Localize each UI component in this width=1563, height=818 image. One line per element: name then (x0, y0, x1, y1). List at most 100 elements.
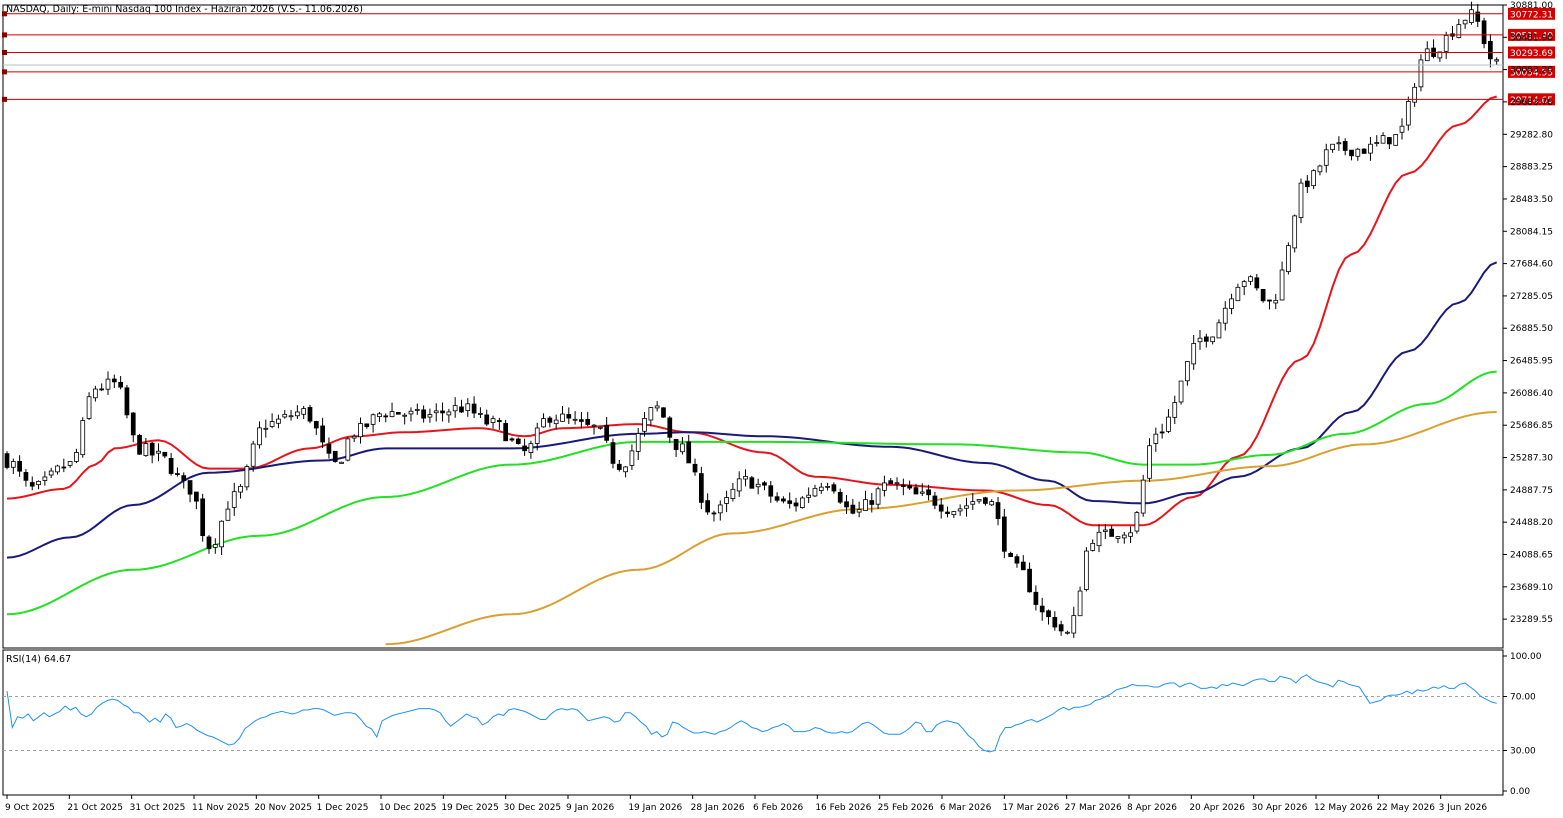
bull-candle-body (717, 504, 723, 514)
candle (1311, 169, 1316, 190)
candle (137, 433, 142, 455)
candle (680, 437, 685, 455)
bull-candle-body (427, 414, 433, 418)
candle (1052, 611, 1058, 631)
candle (1229, 293, 1234, 315)
price-tick-label: 27285.05 (1510, 292, 1553, 302)
candle (162, 451, 168, 459)
bear-candle-body (831, 484, 837, 492)
candle (850, 499, 856, 515)
candle (913, 483, 919, 495)
bull-candle-body (433, 410, 439, 414)
candle (1260, 288, 1266, 303)
rsi-line (6, 674, 1497, 753)
candle (597, 426, 603, 430)
candle (4, 451, 10, 470)
ma100-line (6, 370, 1497, 616)
bear-candle-body (667, 417, 673, 438)
bear-candle-body (610, 442, 616, 464)
candle (976, 498, 982, 504)
bull-candle-body (970, 501, 976, 505)
candle (1102, 523, 1108, 539)
bull-candle-body (225, 508, 231, 521)
bear-candle-body (320, 425, 325, 443)
candle (1355, 147, 1361, 161)
bull-candle-body (806, 494, 812, 498)
time-axis: 9 Oct 2025 21 Oct 2025 31 Oct 2025 11 Nov 2… (5, 795, 1487, 813)
rsi-tick-label: 100.00 (1510, 652, 1542, 662)
bull-candle-body (1128, 532, 1133, 537)
candle (844, 495, 849, 514)
candle (99, 383, 105, 392)
bear-candle-body (1203, 336, 1209, 342)
bear-candle-body (383, 415, 389, 418)
bull-candle-body (10, 461, 16, 468)
bear-candle-body (515, 438, 521, 445)
candle (711, 510, 717, 522)
candle (894, 477, 900, 490)
candle (377, 411, 382, 422)
time-tick-label: 10 Dec 2025 (379, 803, 437, 813)
candle (1128, 526, 1133, 543)
bear-candle-body (787, 500, 793, 504)
bear-candle-body (768, 485, 774, 497)
moving-averages (6, 95, 1498, 646)
bear-candle-body (579, 419, 584, 422)
bull-candle-body (976, 499, 982, 502)
ma50-line (6, 261, 1498, 559)
time-tick-label: 9 Oct 2025 (5, 803, 55, 813)
candle (408, 407, 414, 422)
bull-candle-body (736, 478, 742, 492)
bear-candle-body (1046, 610, 1051, 618)
bull-candle-body (80, 420, 86, 456)
bull-candle-body (680, 443, 685, 453)
candle (250, 440, 256, 472)
bull-candle-body (414, 409, 420, 411)
candle (200, 493, 206, 542)
bear-candle-body (1475, 11, 1481, 22)
candle (48, 467, 54, 478)
bull-candle-body (389, 411, 395, 418)
bull-candle-body (276, 418, 281, 424)
bull-candle-body (55, 465, 60, 473)
bull-candle-body (1298, 182, 1304, 218)
candle (566, 407, 572, 425)
candle (1020, 555, 1026, 571)
candle (1292, 214, 1298, 253)
bull-candle-body (989, 501, 995, 506)
bull-candle-body (1311, 170, 1316, 187)
candle (1342, 138, 1348, 156)
bull-candle-body (212, 544, 218, 548)
candle (61, 458, 67, 473)
bull-candle-body (1323, 149, 1329, 166)
time-tick-label: 19 Dec 2025 (441, 803, 499, 813)
bear-candle-body (932, 495, 938, 506)
bear-candle-body (1008, 552, 1014, 557)
bear-candle-body (1304, 180, 1310, 187)
candle (831, 482, 837, 494)
candle (1115, 536, 1121, 544)
candle (837, 488, 843, 504)
bull-candle-body (238, 485, 243, 493)
bear-candle-body (1027, 568, 1032, 593)
candle (181, 472, 187, 489)
bull-candle-body (597, 426, 603, 429)
bull-candle-body (875, 488, 881, 505)
candle (452, 397, 458, 418)
candle (257, 421, 262, 449)
bear-candle-body (692, 463, 698, 473)
candle (591, 424, 597, 435)
bull-candle-body (244, 466, 250, 488)
candle (156, 443, 161, 462)
candle (1172, 395, 1178, 425)
candle (282, 410, 288, 419)
candle (692, 458, 698, 476)
candle (825, 482, 830, 491)
candle (528, 440, 534, 459)
candle (509, 437, 515, 442)
time-tick-label: 6 Mar 2026 (940, 803, 992, 813)
rsi-tick-label: 30.00 (1510, 747, 1536, 757)
bull-candle-body (345, 438, 351, 461)
bull-candle-body (1065, 631, 1070, 634)
time-tick-label: 20 Nov 2025 (254, 803, 312, 813)
